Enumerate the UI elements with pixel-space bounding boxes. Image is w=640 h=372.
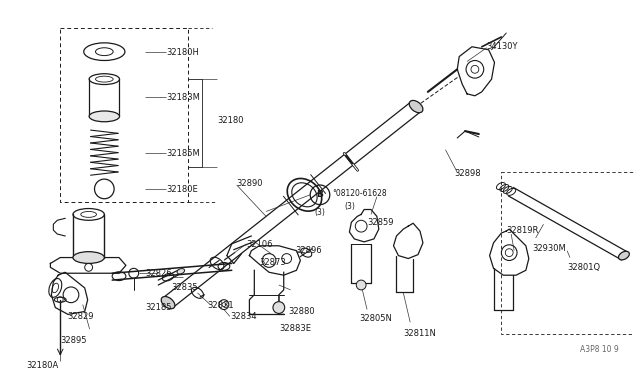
Text: 32834: 32834 bbox=[230, 312, 257, 321]
Text: 32805N: 32805N bbox=[359, 314, 392, 323]
Text: 32883E: 32883E bbox=[279, 324, 311, 333]
Text: 32831: 32831 bbox=[207, 301, 234, 310]
Text: B: B bbox=[317, 190, 323, 199]
Text: 32180A: 32180A bbox=[26, 362, 58, 371]
Ellipse shape bbox=[73, 252, 104, 263]
Ellipse shape bbox=[161, 296, 175, 309]
Ellipse shape bbox=[177, 269, 184, 274]
Text: 32811N: 32811N bbox=[403, 329, 436, 338]
Text: 32873: 32873 bbox=[259, 257, 286, 267]
Text: 32185: 32185 bbox=[145, 303, 172, 312]
Ellipse shape bbox=[409, 100, 423, 113]
Circle shape bbox=[273, 302, 285, 314]
Text: 34130Y: 34130Y bbox=[486, 42, 518, 51]
Text: A3P8 10 9: A3P8 10 9 bbox=[580, 344, 619, 354]
Text: 32880: 32880 bbox=[289, 307, 316, 315]
Ellipse shape bbox=[89, 111, 120, 122]
Text: °08120-61628: °08120-61628 bbox=[333, 189, 387, 198]
Text: 32895: 32895 bbox=[60, 336, 86, 345]
Text: 32829: 32829 bbox=[67, 312, 93, 321]
Text: 32180H: 32180H bbox=[166, 48, 199, 57]
Text: 32930M: 32930M bbox=[532, 244, 566, 253]
Text: 32106: 32106 bbox=[246, 240, 273, 249]
Text: 32826: 32826 bbox=[145, 269, 172, 278]
Text: (3): (3) bbox=[315, 208, 325, 217]
Text: 32896: 32896 bbox=[296, 246, 322, 255]
Text: 32180E: 32180E bbox=[166, 185, 198, 194]
Text: 32819R: 32819R bbox=[506, 226, 539, 235]
Circle shape bbox=[356, 280, 366, 290]
Text: 32180: 32180 bbox=[217, 116, 244, 125]
Text: 32890: 32890 bbox=[237, 179, 263, 188]
Text: (3): (3) bbox=[344, 202, 355, 211]
Text: 32801Q: 32801Q bbox=[567, 263, 600, 272]
Text: 32898: 32898 bbox=[454, 169, 481, 178]
Ellipse shape bbox=[618, 251, 629, 260]
Text: 32835: 32835 bbox=[171, 283, 198, 292]
Text: 32185M: 32185M bbox=[166, 149, 200, 158]
Text: 32183M: 32183M bbox=[166, 93, 200, 102]
Text: 32859: 32859 bbox=[367, 218, 394, 227]
